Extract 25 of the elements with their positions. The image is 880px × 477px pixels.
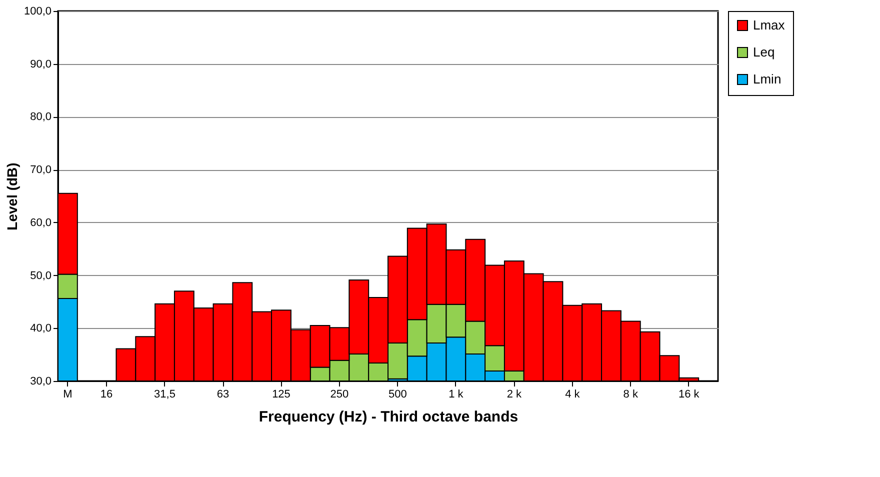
legend-label: Lmax xyxy=(753,18,786,32)
x-tick-label: M xyxy=(63,388,72,400)
x-axis-title: Frequency (Hz) - Third octave bands xyxy=(258,408,518,426)
y-axis-title: Level (dB) xyxy=(4,162,20,230)
y-tick-label: 30,0 xyxy=(30,376,52,388)
legend-label: Lmin xyxy=(753,72,782,86)
x-tick-label: 63 xyxy=(216,388,230,400)
y-tick-label: 50,0 xyxy=(30,270,52,282)
x-tick-label: 500 xyxy=(388,388,407,400)
y-tick-label: 60,0 xyxy=(30,216,52,229)
legend-label: Leq xyxy=(753,44,775,60)
y-tick-label: 90,0 xyxy=(30,58,52,70)
x-tick-label: 16 k xyxy=(678,388,700,400)
y-tick-label: 40,0 xyxy=(30,322,52,335)
y-tick-label: 80,0 xyxy=(30,111,52,124)
x-tick-label: 2 k xyxy=(506,388,522,400)
y-tick-label: 100,0 xyxy=(24,6,52,18)
x-tick-label: 250 xyxy=(330,388,349,400)
x-tick-label: 1 k xyxy=(448,388,464,400)
x-tick-label: 8 k xyxy=(623,388,638,400)
y-tick-label: 70,0 xyxy=(30,164,52,176)
x-tick-label: 4 k xyxy=(565,388,580,400)
x-tick-label: 125 xyxy=(272,388,290,400)
x-tick-label: 16 xyxy=(100,388,113,400)
x-tick-label: 31,5 xyxy=(154,388,176,400)
